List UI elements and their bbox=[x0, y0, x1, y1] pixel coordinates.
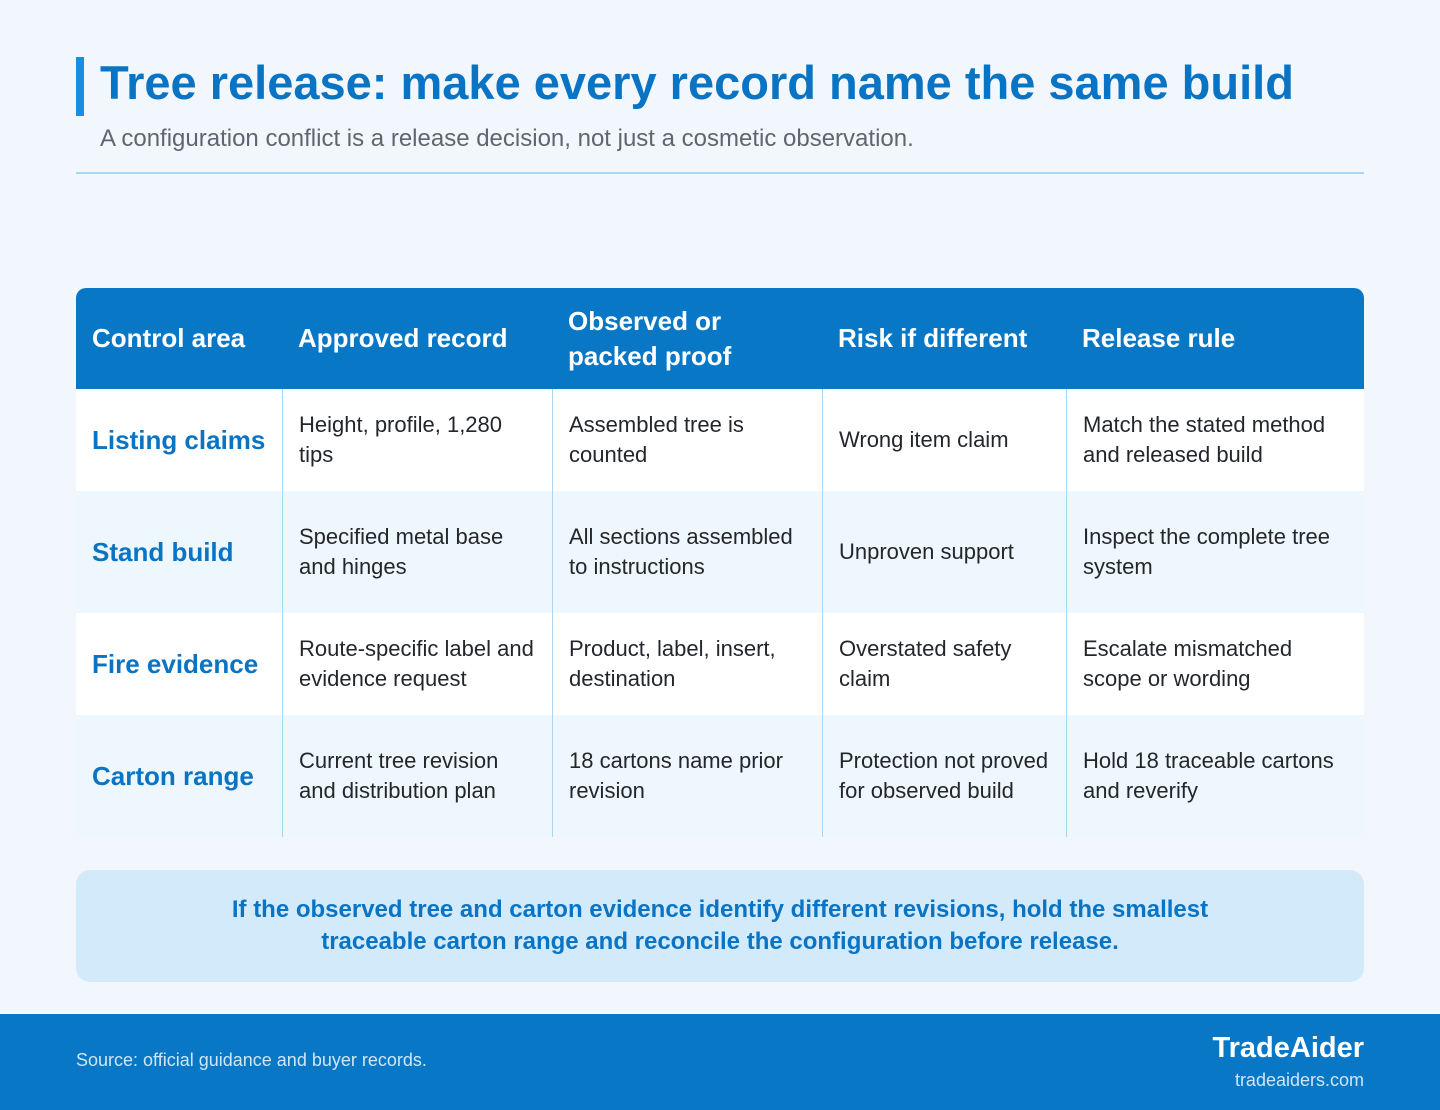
table-row: Listing claims Height, profile, 1,280 tip… bbox=[76, 389, 1364, 491]
title: Tree release: make every record name the… bbox=[100, 56, 1294, 109]
header-row: Control area Approved record Observed or p… bbox=[76, 288, 1364, 389]
title-accent bbox=[76, 57, 84, 116]
table-cell: Unproven support bbox=[822, 491, 1066, 613]
table: Control area Approved record Observed or p… bbox=[76, 288, 1364, 837]
column-header: Observed or packed proof bbox=[568, 305, 732, 371]
table-row: Carton range Current tree revision and di… bbox=[76, 715, 1364, 837]
subtitle: A configuration conflict is a release de… bbox=[100, 125, 914, 152]
source: Source: official guidance and buyer reco… bbox=[76, 1050, 427, 1070]
row-label: Fire evidence bbox=[92, 648, 259, 679]
column-header: Control area bbox=[92, 323, 246, 353]
url: tradeaiders.com bbox=[1234, 1070, 1364, 1090]
callout: If the observed tree and carton evidence… bbox=[76, 870, 1364, 982]
row-label: Stand build bbox=[92, 536, 234, 567]
table-cell: Product, label, insert, destination bbox=[552, 613, 822, 715]
table-cell: Hold 18 traceable cartons and reverify bbox=[1066, 715, 1364, 837]
footer: Source: official guidance and buyer reco… bbox=[0, 1014, 1440, 1110]
table-cell: Route-specific label and evidence reques… bbox=[282, 613, 552, 715]
table-cell: Current tree revision and distribution p… bbox=[282, 715, 552, 837]
table-row: Fire evidence Route-specific label and ev… bbox=[76, 613, 1364, 715]
table-cell: Escalate mismatched scope or wording bbox=[1066, 613, 1364, 715]
divider bbox=[76, 172, 1364, 174]
row-label: Listing claims bbox=[92, 424, 266, 455]
brand: TradeAider bbox=[1212, 1032, 1365, 1064]
column-header: Approved record bbox=[298, 323, 508, 353]
table-cell: Height, profile, 1,280 tips bbox=[282, 389, 552, 491]
table-cell: Protection not proved for observed build bbox=[822, 715, 1066, 837]
column-header: Risk if different bbox=[838, 323, 1028, 353]
row-label: Carton range bbox=[92, 760, 254, 791]
table-cell: Match the stated method and released bui… bbox=[1066, 389, 1364, 491]
table-cell: 18 cartons name prior revision bbox=[552, 715, 822, 837]
table-cell: Specified metal base and hinges bbox=[282, 491, 552, 613]
table-cell: Wrong item claim bbox=[822, 389, 1066, 491]
column-header: Release rule bbox=[1082, 323, 1236, 353]
table-cell: Overstated safety claim bbox=[822, 613, 1066, 715]
table-row: Stand build Specified metal base and hing… bbox=[76, 491, 1364, 613]
table-cell: Inspect the complete tree system bbox=[1066, 491, 1364, 613]
table-cell: Assembled tree is counted bbox=[552, 389, 822, 491]
table-cell: All sections assembled to instructions bbox=[552, 491, 822, 613]
